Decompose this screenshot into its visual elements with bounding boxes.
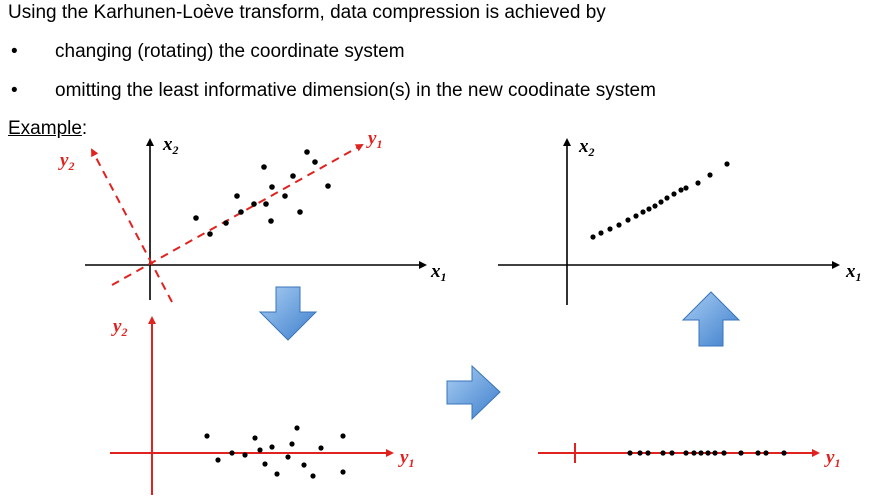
data-point xyxy=(340,433,346,439)
data-point xyxy=(683,450,689,456)
data-point xyxy=(637,450,643,456)
data-point xyxy=(707,172,713,178)
data-point xyxy=(262,461,268,467)
data-point xyxy=(738,450,744,456)
example-colon: : xyxy=(81,118,88,139)
data-point xyxy=(616,222,622,228)
data-point xyxy=(274,471,280,477)
scatter-points-compressed xyxy=(627,450,787,456)
data-point xyxy=(640,209,646,215)
data-point xyxy=(645,450,651,456)
scatter-points-reconstructed xyxy=(590,161,730,240)
data-point xyxy=(652,203,658,209)
data-point xyxy=(304,149,310,155)
data-point xyxy=(297,209,303,215)
data-point xyxy=(705,450,711,456)
x1-label-p2: x1 xyxy=(845,261,862,284)
bullet-dot-1: • xyxy=(11,41,18,62)
example-label: Example: xyxy=(8,118,87,140)
data-point xyxy=(242,452,248,458)
data-point xyxy=(598,230,604,236)
arrow-right-icon xyxy=(446,364,501,421)
data-point xyxy=(325,183,331,189)
scatter-points-original xyxy=(193,149,331,237)
data-point xyxy=(251,201,257,207)
data-point xyxy=(781,450,787,456)
x2-label-p1: x2 xyxy=(162,134,179,157)
data-point xyxy=(310,473,316,479)
data-point xyxy=(261,164,267,170)
y1-axis-rotated xyxy=(111,144,364,286)
data-point xyxy=(312,159,318,165)
scatter-points-rotated xyxy=(204,425,346,479)
data-point xyxy=(678,187,684,193)
data-point xyxy=(289,441,295,447)
data-point xyxy=(290,173,296,179)
data-point xyxy=(724,161,730,167)
data-point xyxy=(238,209,244,215)
data-point xyxy=(691,450,697,456)
data-point xyxy=(204,433,210,439)
bullet-item-2: omitting the least informative dimension… xyxy=(55,80,656,101)
panel-reconstructed xyxy=(498,138,840,305)
bullet-item-1: changing (rotating) the coordinate syste… xyxy=(55,41,405,62)
y1-label-p3: y1 xyxy=(398,447,414,470)
y1-label-p4: y1 xyxy=(824,447,840,470)
data-point xyxy=(207,231,213,237)
data-point xyxy=(633,213,639,219)
data-point xyxy=(285,454,291,460)
data-point xyxy=(763,450,769,456)
data-point xyxy=(252,435,258,441)
data-point xyxy=(671,191,677,197)
y2-label-p1: y2 xyxy=(58,150,74,173)
data-point xyxy=(590,234,596,240)
example-word: Example xyxy=(8,118,82,139)
data-point xyxy=(698,450,704,456)
panel-compressed xyxy=(538,443,820,463)
data-point xyxy=(340,469,346,475)
data-point xyxy=(755,450,761,456)
data-point xyxy=(627,450,633,456)
x1-label-p1: x1 xyxy=(430,261,447,284)
data-point xyxy=(318,445,324,451)
data-point xyxy=(215,457,221,463)
data-point xyxy=(607,226,613,232)
data-point xyxy=(721,450,727,456)
data-point xyxy=(664,195,670,201)
data-point xyxy=(257,447,263,453)
arrow-up-icon xyxy=(681,291,741,347)
data-point xyxy=(234,193,240,199)
y1-label-p1: y1 xyxy=(366,128,382,151)
data-point xyxy=(301,462,307,468)
data-point xyxy=(695,180,701,186)
bullet-dot-2: • xyxy=(11,80,18,101)
y2-axis-rotated xyxy=(91,148,173,303)
data-point xyxy=(683,185,689,191)
data-point xyxy=(658,199,664,205)
data-point xyxy=(268,218,274,224)
data-point xyxy=(646,206,652,212)
data-point xyxy=(669,450,675,456)
data-point xyxy=(193,215,199,221)
data-point xyxy=(269,444,275,450)
panel-rotated xyxy=(110,316,394,495)
data-point xyxy=(712,450,718,456)
data-point xyxy=(282,193,288,199)
data-point xyxy=(223,220,229,226)
x2-label-p2: x2 xyxy=(578,136,595,159)
intro-text: Using the Karhunen-Loève transform, data… xyxy=(8,2,606,23)
arrow-down-icon xyxy=(258,286,318,341)
data-point xyxy=(294,425,300,431)
data-point xyxy=(625,217,631,223)
data-point xyxy=(660,450,666,456)
panel-original xyxy=(85,138,427,303)
y2-label-p3: y2 xyxy=(111,316,127,339)
data-point xyxy=(229,450,235,456)
data-point xyxy=(263,201,269,207)
data-point xyxy=(269,184,275,190)
